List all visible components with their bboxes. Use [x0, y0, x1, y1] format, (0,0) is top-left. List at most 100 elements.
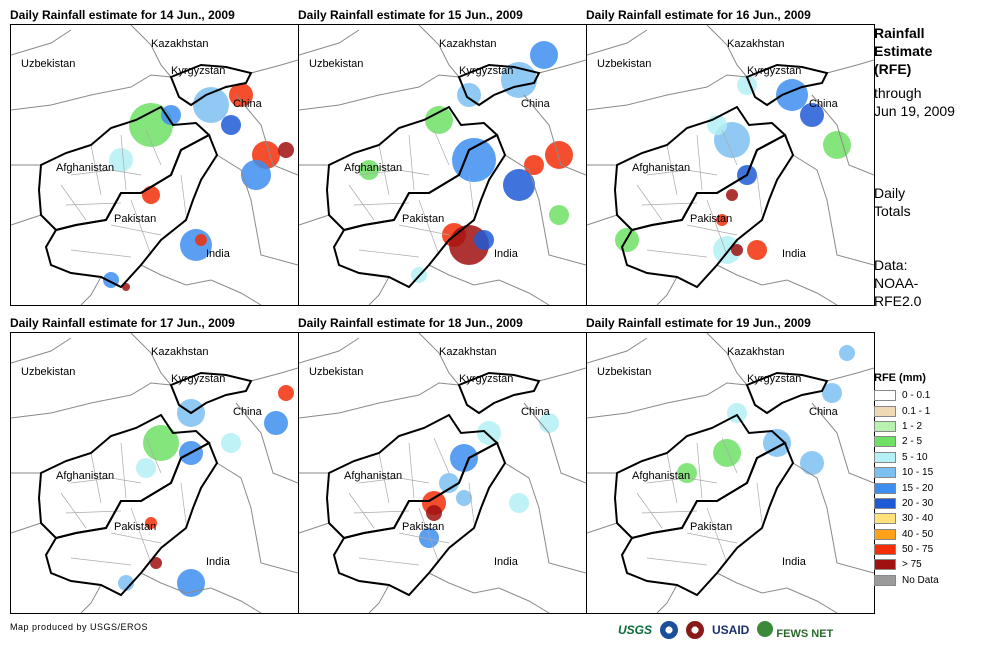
province-border: [706, 199, 728, 256]
rainfall-patch: [677, 463, 697, 483]
legend: RFE (mm) 0 - 0.1 0.1 - 1 1 - 2 2 - 5 5 - 10 1…: [874, 372, 939, 588]
legend-item: 10 - 15: [874, 465, 939, 480]
legend-swatch: [874, 559, 896, 571]
country-border: [792, 462, 874, 574]
country-border: [11, 337, 72, 364]
country-border: [216, 154, 298, 266]
province-border: [358, 169, 430, 176]
rainfall-map: Kazakhstan Uzbekistan Kyrgyzstan China Afgha…: [586, 332, 875, 614]
rainfall-patch: [456, 490, 472, 506]
legend-swatch: [874, 420, 896, 432]
legend-item: 20 - 30: [874, 496, 939, 511]
side-totals-line: Totals: [874, 203, 911, 219]
country-label-kyrgyzstan: Kyrgyzstan: [459, 373, 513, 385]
legend-label: 5 - 10: [902, 451, 928, 463]
highlight-border: [457, 371, 541, 415]
province-border: [696, 134, 703, 191]
legend-swatch: [874, 482, 896, 494]
rainfall-patch: [726, 189, 738, 201]
province-border: [348, 492, 375, 529]
country-border: [418, 333, 460, 386]
legend-label: 40 - 50: [902, 528, 934, 540]
country-border: [587, 29, 648, 56]
country-label-india: India: [782, 556, 807, 568]
province-border: [636, 184, 663, 221]
side-date-line: through: [874, 85, 922, 101]
province-border: [666, 144, 678, 196]
country-border: [140, 264, 262, 305]
rainfall-patch: [524, 155, 544, 175]
legend-label: 30 - 40: [902, 513, 934, 525]
rainfall-patch: [193, 87, 229, 123]
rainfall-patch: [450, 444, 478, 472]
country-border: [826, 59, 874, 74]
country-border: [587, 522, 618, 534]
legend-swatch: [874, 497, 896, 509]
country-label-china: China: [521, 406, 551, 418]
country-label-kazakhstan: Kazakhstan: [439, 38, 496, 50]
country-label-india: India: [494, 556, 519, 568]
province-border: [408, 134, 415, 191]
country-label-india: India: [206, 248, 231, 260]
country-border: [250, 367, 298, 382]
legend-swatch: [874, 451, 896, 463]
country-border: [504, 154, 586, 266]
country-label-kyrgyzstan: Kyrgyzstan: [747, 373, 801, 385]
rainfall-patch: [716, 214, 728, 226]
country-label-china: China: [809, 406, 839, 418]
legend-label: 1 - 2: [902, 420, 923, 432]
country-border: [299, 382, 460, 419]
province-border: [180, 174, 187, 216]
side-title-line: Estimate: [874, 43, 933, 59]
country-border: [523, 402, 586, 484]
rainfall-patch: [800, 451, 824, 475]
panel-title: Daily Rainfall estimate for 16 Jun., 200…: [586, 8, 811, 22]
country-label-pakistan: Pakistan: [690, 521, 732, 533]
rainfall-patch: [229, 83, 253, 107]
province-border: [686, 224, 738, 236]
province-border: [378, 144, 390, 196]
rainfall-patch: [509, 493, 529, 513]
rainfall-patch: [474, 230, 494, 250]
legend-items: 0 - 0.1 0.1 - 1 1 - 2 2 - 5 5 - 10 10 - 15 15 …: [874, 388, 939, 588]
province-border: [70, 249, 132, 258]
legend-item: 0.1 - 1: [874, 403, 939, 418]
country-border: [140, 572, 262, 613]
country-label-afghanistan: Afghanistan: [632, 470, 690, 482]
province-border: [646, 249, 708, 258]
country-label-pakistan: Pakistan: [690, 213, 732, 225]
rainfall-patch: [727, 403, 747, 423]
legend-swatch: [874, 544, 896, 556]
globe-icon: [757, 620, 774, 637]
legend-label: > 75: [902, 559, 922, 571]
country-border: [11, 74, 172, 111]
highlight-border: [457, 63, 541, 107]
highlight-border: [332, 441, 507, 597]
country-border: [811, 402, 874, 484]
country-border: [428, 572, 550, 613]
country-border: [523, 94, 586, 176]
country-label-india: India: [494, 248, 519, 260]
legend-label: 50 - 75: [902, 544, 934, 556]
country-border: [587, 74, 748, 111]
legend-item: 5 - 10: [874, 450, 939, 465]
map-svg: Kazakhstan Uzbekistan Kyrgyzstan China Afgha…: [11, 333, 298, 613]
rainfall-patch: [452, 138, 496, 182]
country-border: [216, 462, 298, 574]
legend-swatch: [874, 467, 896, 479]
rainfall-patch: [823, 131, 851, 159]
highlight-border: [745, 63, 829, 107]
country-border: [11, 522, 42, 534]
legend-label: 0.1 - 1: [902, 405, 931, 417]
country-label-kyrgyzstan: Kyrgyzstan: [747, 65, 801, 77]
map-credit: Map produced by USGS/EROS: [10, 622, 149, 632]
map-svg: Kazakhstan Uzbekistan Kyrgyzstan China Afgha…: [299, 333, 586, 613]
province-border: [418, 507, 440, 564]
country-label-kazakhstan: Kazakhstan: [727, 38, 784, 50]
legend-title: RFE (mm): [874, 372, 926, 384]
legend-swatch: [874, 436, 896, 448]
country-label-uzbekistan: Uzbekistan: [597, 366, 651, 378]
country-border: [418, 25, 460, 78]
country-border: [587, 337, 648, 364]
legend-item: 30 - 40: [874, 511, 939, 526]
